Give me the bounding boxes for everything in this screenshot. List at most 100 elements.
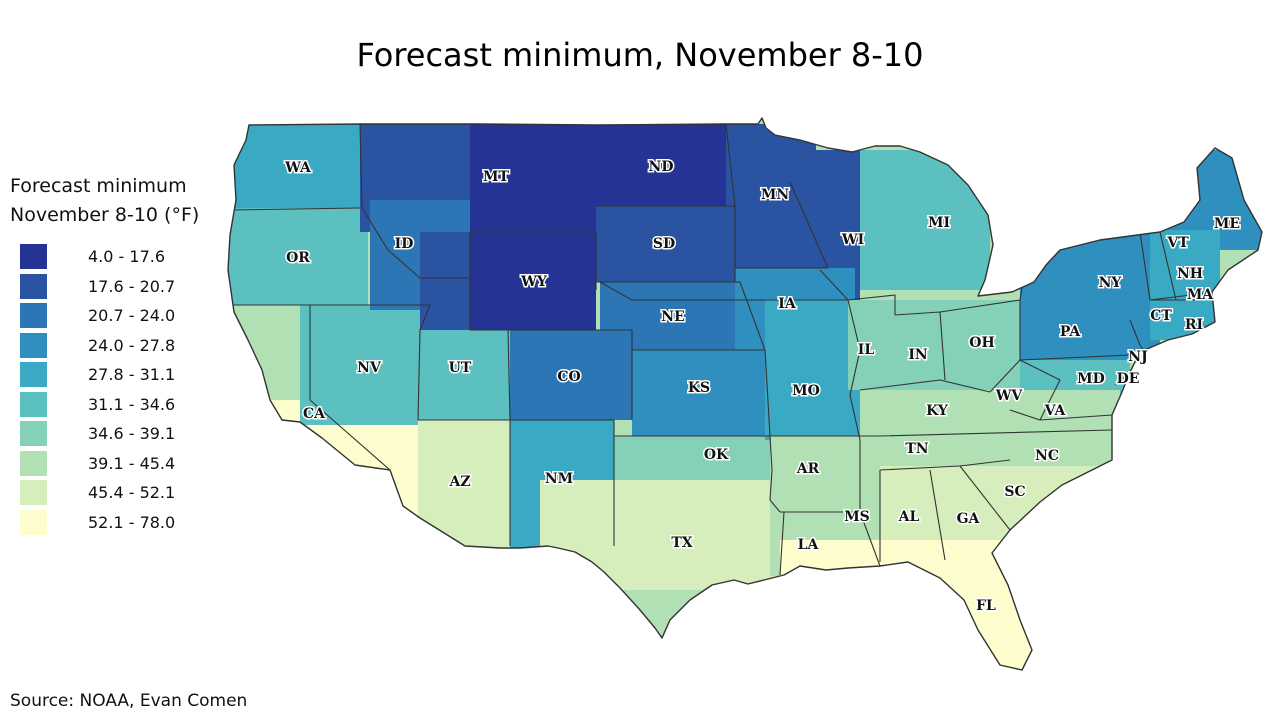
state-label-oh: OH — [969, 335, 994, 351]
state-label-ny: NY — [1099, 275, 1123, 291]
state-border-line — [789, 181, 829, 269]
state-label-me: ME — [1214, 216, 1240, 232]
state-label-id: ID — [395, 236, 414, 252]
state-border-line — [769, 435, 781, 513]
state-border-line — [819, 269, 861, 441]
state-label-ca: CA — [303, 406, 326, 422]
temperature-region — [540, 480, 780, 590]
temperature-region — [765, 300, 860, 440]
state-label-md: MD — [1077, 371, 1105, 387]
map-title: Forecast minimum, November 8-10 — [356, 36, 924, 74]
source-note: Source: NOAA, Evan Comen — [10, 691, 248, 711]
state-label-nc: NC — [1035, 448, 1059, 464]
legend-label: 34.6 - 39.1 — [88, 424, 176, 443]
legend-label: 45.4 - 52.1 — [88, 483, 176, 502]
temperature-region — [940, 560, 1040, 670]
nation-outline — [227, 117, 1263, 671]
state-border-line — [989, 359, 1061, 421]
state-border-line — [859, 511, 881, 567]
temperature-region — [596, 124, 736, 208]
temperature-region — [600, 282, 740, 350]
state-label-pa: PA — [1060, 324, 1082, 340]
state-border-line — [859, 379, 991, 393]
state-label-ma: MA — [1187, 287, 1214, 303]
state-label-wv: WV — [995, 388, 1024, 404]
state-label-mt: MT — [483, 169, 509, 185]
temperature-region — [228, 124, 368, 212]
temperature-region — [228, 208, 368, 308]
state-label-in: IN — [908, 347, 928, 363]
state-label-wa: WA — [284, 160, 312, 176]
temperature-region — [470, 232, 596, 330]
state-label-ct: CT — [1150, 308, 1172, 324]
state-label-mn: MN — [761, 187, 789, 203]
legend-label: 31.1 - 34.6 — [88, 394, 176, 414]
temperature-fill-layer — [228, 118, 1262, 670]
state-border-line — [359, 123, 470, 279]
legend-item: 20.7 - 24.0 — [10, 303, 240, 333]
temperature-region — [1150, 230, 1220, 340]
legend-swatch — [20, 450, 47, 476]
legend-item: 45.4 - 52.1 — [10, 480, 240, 510]
legend-item: 52.1 - 78.0 — [10, 509, 240, 540]
state-label-vt: VT — [1166, 235, 1189, 251]
legend-label: 24.0 - 27.8 — [88, 335, 176, 355]
state-label-wy: WY — [520, 274, 548, 290]
temperature-region — [1020, 230, 1160, 360]
state-label-wi: WI — [841, 232, 864, 248]
temperature-region — [418, 330, 510, 420]
legend-label: 4.0 - 17.6 — [88, 247, 166, 266]
state-border-line — [779, 511, 785, 576]
legend-item: 39.1 - 45.4 — [10, 450, 240, 481]
state-label-ks: KS — [688, 380, 710, 396]
state-label-fl: FL — [976, 598, 996, 614]
state-border-line — [229, 207, 361, 211]
legend-swatch — [20, 303, 47, 328]
legend-swatch — [20, 244, 47, 269]
state-label-la: LA — [798, 537, 820, 553]
legend-label: 39.1 - 45.4 — [88, 453, 176, 473]
legend-label: 27.8 - 31.1 — [88, 365, 176, 384]
state-label-tx: TX — [671, 535, 692, 551]
state-border-line — [1159, 231, 1177, 301]
state-label-mi: MI — [928, 215, 950, 231]
state-label-va: VA — [1044, 403, 1067, 419]
state-label-ia: IA — [778, 296, 797, 312]
state-border-line — [417, 304, 431, 421]
state-label-ut: UT — [449, 360, 472, 376]
state-label-or: OR — [286, 250, 310, 266]
legend-swatch — [20, 362, 47, 387]
state-label-il: IL — [858, 342, 875, 358]
state-label-nv: NV — [357, 360, 382, 376]
legend-swatch — [20, 273, 47, 299]
temperature-region — [596, 206, 736, 282]
state-label-ri: RI — [1185, 317, 1203, 333]
temperature-region — [632, 350, 767, 436]
legend-item: 27.8 - 31.1 — [10, 362, 240, 392]
legend-label: 17.6 - 20.7 — [88, 276, 176, 296]
state-border-line — [959, 465, 1011, 531]
legend-label: 20.7 - 24.0 — [88, 306, 176, 325]
legend: Forecast minimum November 8-10 (°F) 4.0 … — [10, 172, 240, 539]
temperature-region — [860, 150, 990, 290]
state-border-line — [469, 232, 508, 331]
legend-title-line1: Forecast minimum — [10, 175, 187, 197]
state-border-line — [470, 231, 597, 290]
state-border-line — [1019, 354, 1131, 361]
state-label-ne: NE — [661, 309, 684, 325]
state-label-ky: KY — [926, 403, 949, 419]
state-label-ar: AR — [796, 461, 820, 477]
legend-swatch — [20, 391, 47, 417]
state-border-line — [739, 281, 771, 437]
legend-swatch — [20, 509, 47, 535]
state-label-ga: GA — [957, 511, 981, 527]
legend-swatch — [20, 480, 47, 505]
state-borders — [227, 117, 1263, 671]
legend-item: 31.1 - 34.6 — [10, 391, 240, 422]
state-border-line — [508, 329, 633, 420]
state-border-line — [1039, 414, 1113, 421]
state-border-line — [309, 305, 391, 471]
legend-swatch — [20, 332, 47, 358]
state-label-co: CO — [557, 369, 580, 385]
